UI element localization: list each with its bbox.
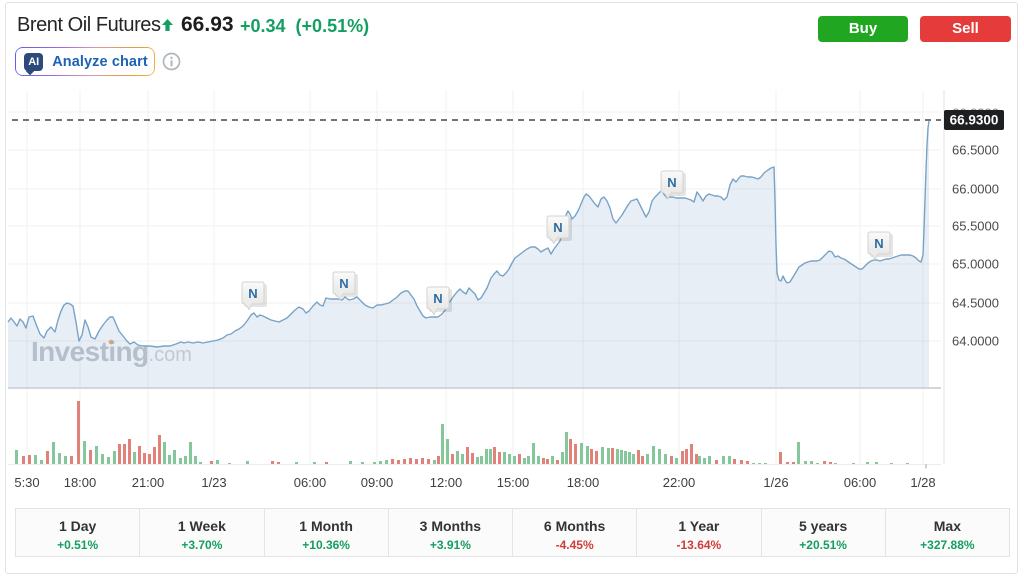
svg-text:64.5000: 64.5000: [952, 296, 999, 311]
svg-text:1/26: 1/26: [763, 475, 788, 490]
svg-text:21:00: 21:00: [132, 475, 165, 490]
svg-text:1/23: 1/23: [201, 475, 226, 490]
svg-text:64.0000: 64.0000: [952, 334, 999, 349]
svg-text:65.5000: 65.5000: [952, 219, 999, 234]
svg-text:18:00: 18:00: [64, 475, 97, 490]
svg-text:06:00: 06:00: [294, 475, 327, 490]
svg-text:1/28: 1/28: [910, 475, 935, 490]
svg-text:66.9300: 66.9300: [950, 113, 999, 128]
svg-text:18:00: 18:00: [567, 475, 600, 490]
svg-text:66.0000: 66.0000: [952, 182, 999, 197]
svg-text:N: N: [874, 236, 883, 251]
svg-text:5:30: 5:30: [14, 475, 39, 490]
svg-text:N: N: [433, 291, 442, 306]
svg-text:22:00: 22:00: [663, 475, 696, 490]
svg-text:06:00: 06:00: [844, 475, 877, 490]
svg-text:15:00: 15:00: [497, 475, 530, 490]
svg-text:N: N: [553, 220, 562, 235]
svg-text:12:00: 12:00: [430, 475, 463, 490]
svg-text:65.0000: 65.0000: [952, 257, 999, 272]
svg-text:66.5000: 66.5000: [952, 143, 999, 158]
svg-text:N: N: [667, 175, 676, 190]
svg-text:N: N: [339, 276, 348, 291]
svg-text:09:00: 09:00: [361, 475, 394, 490]
svg-text:N: N: [248, 286, 257, 301]
